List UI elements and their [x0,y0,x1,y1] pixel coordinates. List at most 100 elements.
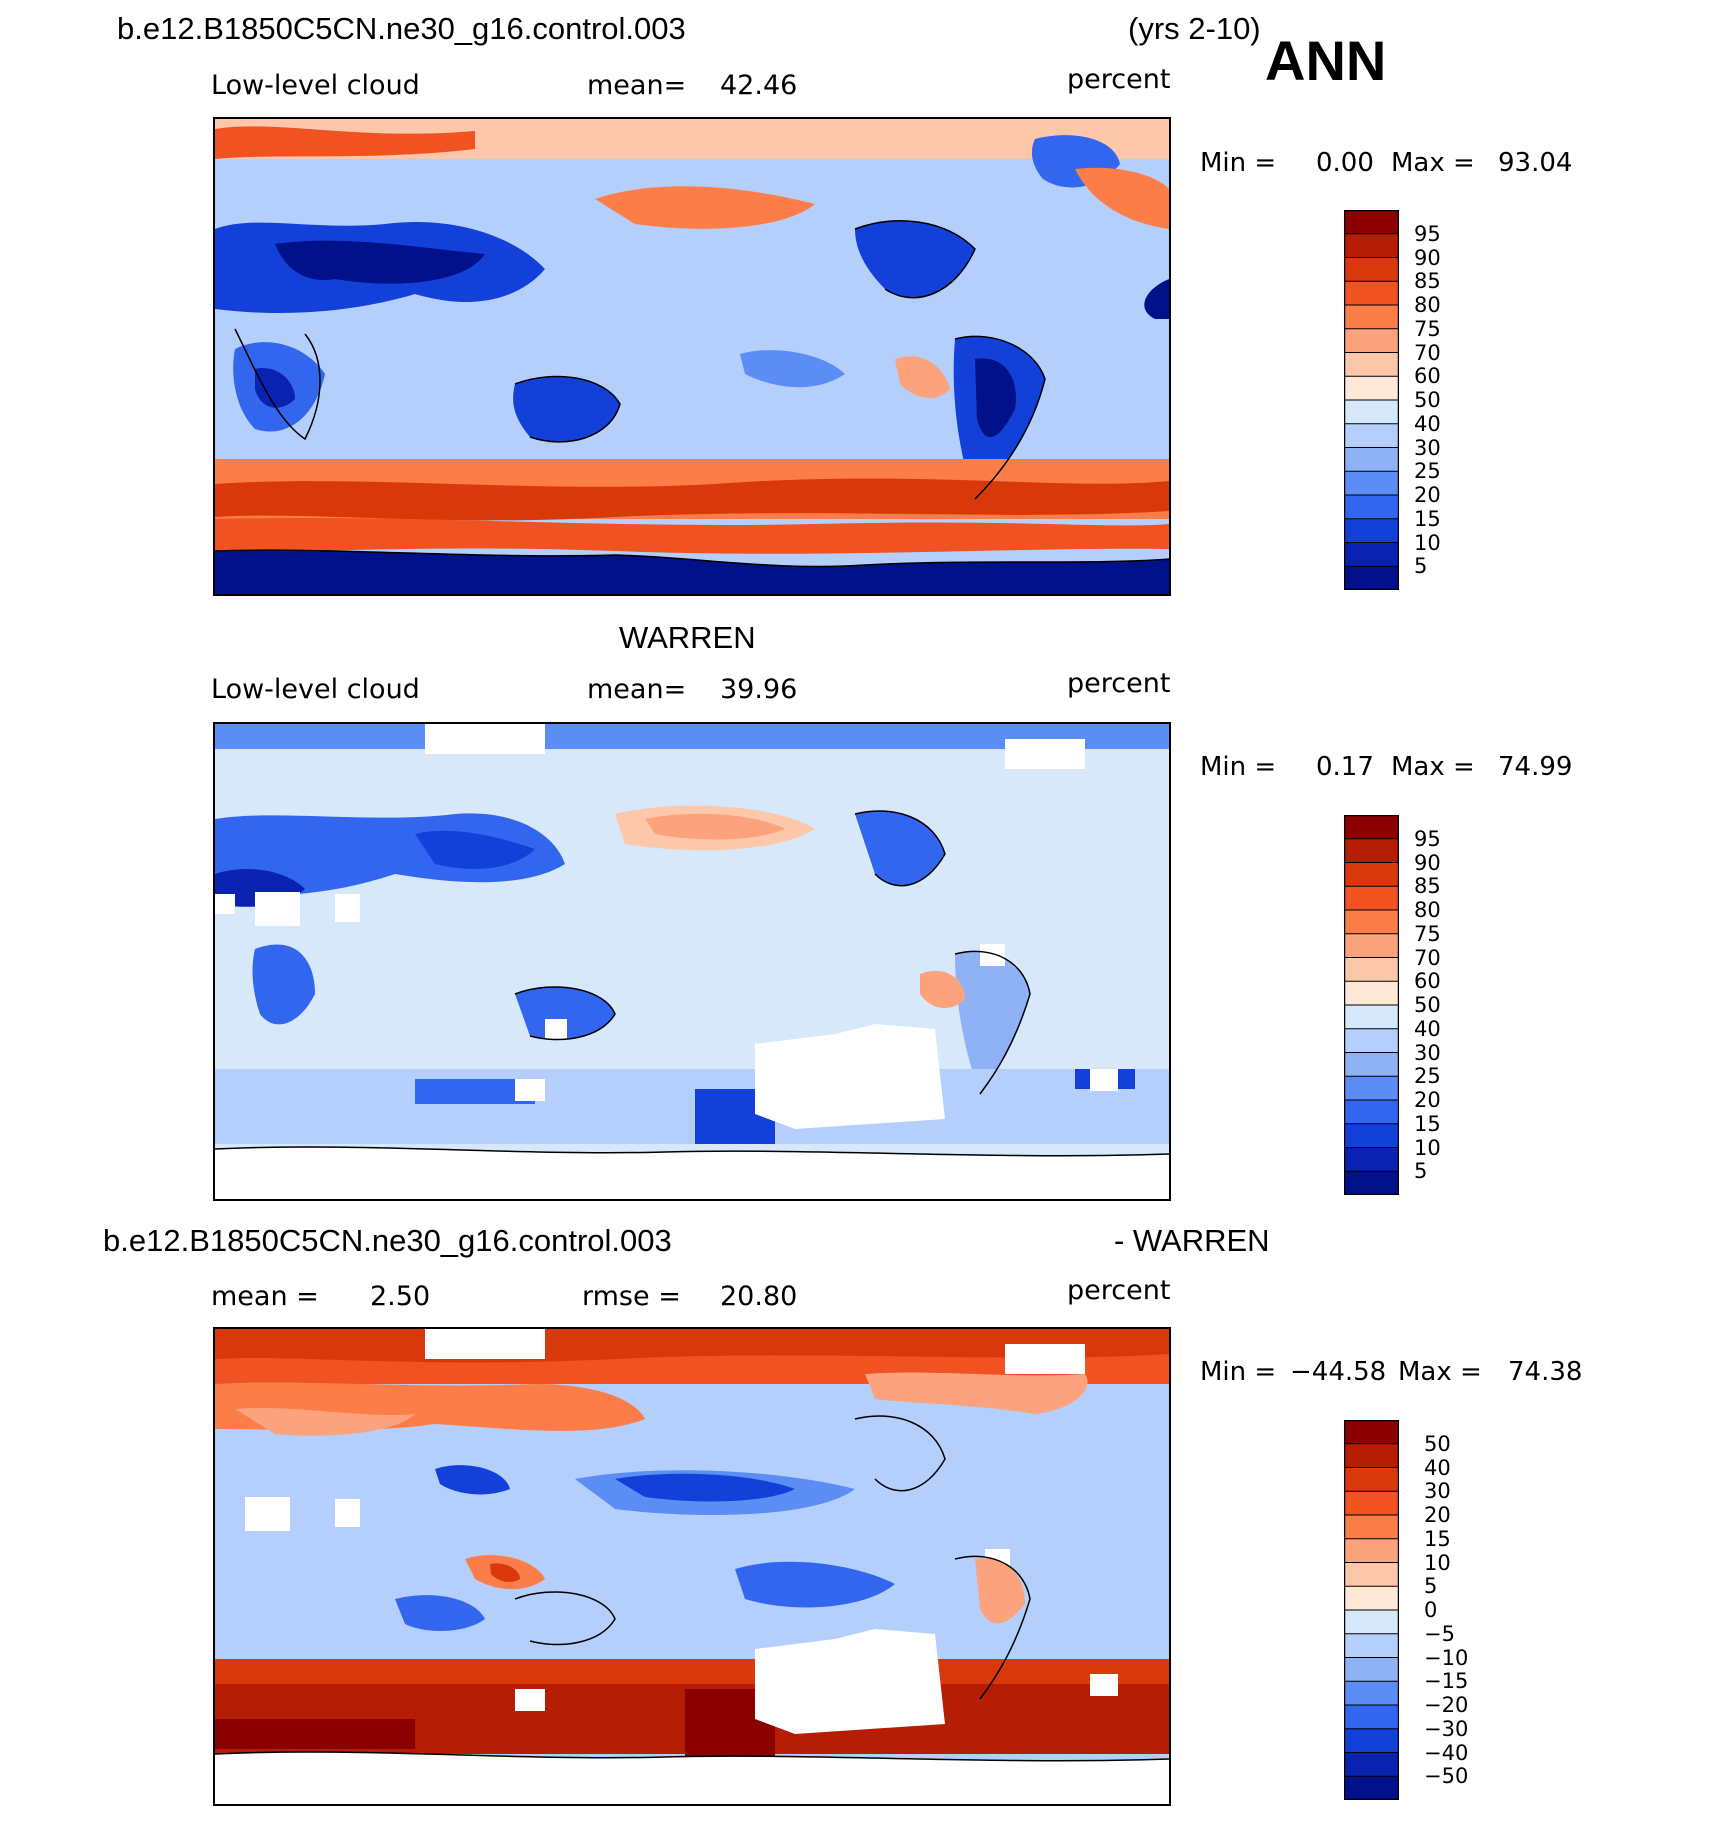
colorbar-swatch [1344,1004,1399,1030]
colorbar-tick-label: 95 [1414,826,1441,851]
colorbar-tick-label: 25 [1414,1064,1441,1089]
panel3-mean-value: 2.50 [370,1281,431,1312]
colorbar-tick-label: 30 [1424,1479,1451,1504]
colorbar-swatch [1344,815,1399,840]
colorbar-swatch [1344,1775,1399,1800]
colorbar-swatch [1344,1514,1399,1540]
colorbar-swatch [1344,1052,1399,1078]
colorbar-tick-label: 80 [1414,293,1441,317]
colorbar-swatch [1344,210,1399,235]
colorbar-swatch [1344,1633,1399,1659]
panel1-variable: Low-level cloud [211,70,420,101]
colorbar-tick-label: 5 [1424,1574,1438,1599]
colorbar-tick-label: −10 [1424,1645,1469,1670]
panel1-min-value: 0.00 [1316,148,1374,178]
panel1-max-value: 93.04 [1498,148,1573,178]
colorbar-tick-label: 5 [1414,554,1428,579]
panel3-title-right: - WARREN [1114,1223,1270,1258]
colorbar-swatch [1344,1562,1399,1588]
colorbar-tick-label: 10 [1414,530,1441,555]
colorbar-tick-label: −30 [1424,1716,1469,1741]
season-label: ANN [1265,29,1387,92]
colorbar-swatch [1344,352,1399,378]
colorbar-tick-label: 80 [1414,898,1441,922]
colorbar-tick-label: 25 [1414,459,1441,484]
colorbar-swatch [1344,447,1399,473]
years-label: (yrs 2-10) [1128,11,1261,46]
colorbar-swatch [1344,1704,1399,1730]
colorbar-tick-label: −15 [1424,1669,1469,1694]
colorbar-tick-label: 95 [1414,221,1441,246]
colorbar-tick-label: 50 [1424,1431,1451,1456]
colorbar-tick-label: −50 [1424,1764,1469,1789]
colorbar-swatch [1344,1123,1399,1149]
colorbar-swatch [1344,257,1399,283]
panel1-min-label: Min = [1200,148,1277,178]
colorbar-swatch [1344,518,1399,544]
colorbar-swatch [1344,980,1399,1006]
colorbar-swatch [1344,1490,1399,1516]
panel3-rmse-value: 20.80 [720,1281,798,1312]
colorbar-swatch [1344,233,1399,259]
panel1-map [213,117,1171,596]
panel3-min-label: Min = [1200,1357,1277,1387]
colorbar-border [1344,210,1399,590]
panel3-max-label: Max = [1398,1357,1482,1387]
colorbar-swatch [1344,565,1399,590]
colorbar-tick-label: 40 [1424,1455,1451,1480]
panel2-max-value: 74.99 [1498,752,1573,782]
panel3-map [213,1327,1171,1806]
colorbar-swatch [1344,1609,1399,1635]
colorbar-swatch [1344,470,1399,496]
colorbar-tick-label: 40 [1414,411,1441,436]
colorbar-tick-label: 75 [1414,921,1441,946]
panel3-colorbar [1344,1420,1399,1800]
panel2-colorbar [1344,815,1399,1195]
colorbar-tick-label: 20 [1414,483,1441,507]
colorbar-tick-label: 50 [1414,993,1441,1017]
colorbar-swatch [1344,1728,1399,1754]
colorbar-swatch [1344,423,1399,449]
panel2-map [213,722,1171,1201]
colorbar-tick-label: 50 [1414,388,1441,412]
colorbar-swatch [1344,1538,1399,1564]
panel1-contour-field [215,119,1169,594]
colorbar-swatch [1344,933,1399,959]
colorbar-tick-label: 10 [1424,1550,1451,1575]
colorbar-swatch [1344,838,1399,864]
panel2-contour-field [215,724,1169,1199]
colorbar-tick-label: 70 [1414,945,1441,970]
colorbar-swatch [1344,328,1399,354]
panel1-units: percent [1067,64,1171,95]
colorbar-swatch [1344,1147,1399,1173]
colorbar-border [1344,1420,1399,1800]
panel2-title: WARREN [619,620,756,655]
colorbar-tick-label: 30 [1414,1040,1441,1065]
colorbar-tick-label: 0 [1424,1598,1438,1622]
panel1-mean-label: mean= [587,70,687,101]
colorbar-swatch [1344,1420,1399,1445]
colorbar-swatch [1344,862,1399,888]
panel3-units: percent [1067,1275,1171,1306]
colorbar-swatch [1344,1680,1399,1706]
colorbar-tick-label: 70 [1414,340,1441,365]
panel2-mean-label: mean= [587,674,687,705]
panel1-max-label: Max = [1391,148,1475,178]
colorbar-tick-label: 75 [1414,316,1441,341]
colorbar-swatch [1344,1657,1399,1683]
colorbar-tick-label: 60 [1414,364,1441,389]
colorbar-swatch [1344,1170,1399,1195]
colorbar-tick-label: 30 [1414,435,1441,460]
colorbar-swatch [1344,1099,1399,1125]
colorbar-border [1344,815,1399,1195]
colorbar-swatch [1344,909,1399,935]
colorbar-tick-label: 20 [1424,1503,1451,1527]
colorbar-swatch [1344,399,1399,425]
colorbar-tick-label: 85 [1414,269,1441,294]
colorbar-tick-label: 90 [1414,850,1441,875]
panel3-title-left: b.e12.B1850C5CN.ne30_g16.control.003 [103,1223,672,1258]
colorbar-swatch [1344,1752,1399,1778]
colorbar-swatch [1344,1585,1399,1611]
colorbar-tick-label: 10 [1414,1135,1441,1160]
